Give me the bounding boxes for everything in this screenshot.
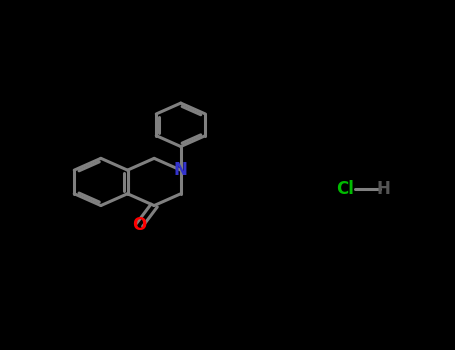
Text: H: H bbox=[377, 180, 390, 198]
Text: N: N bbox=[174, 161, 188, 179]
Text: Cl: Cl bbox=[336, 180, 354, 198]
Text: O: O bbox=[132, 216, 147, 234]
